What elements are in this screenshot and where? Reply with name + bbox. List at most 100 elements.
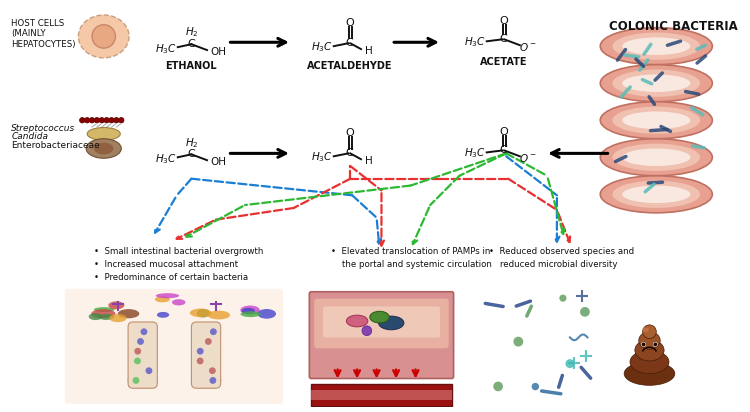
Text: ACETALDEHYDE: ACETALDEHYDE xyxy=(307,61,392,71)
Ellipse shape xyxy=(622,148,691,166)
Text: C: C xyxy=(346,38,353,48)
Ellipse shape xyxy=(639,332,660,349)
Ellipse shape xyxy=(79,15,129,58)
Ellipse shape xyxy=(98,314,115,320)
Ellipse shape xyxy=(600,176,712,213)
Ellipse shape xyxy=(622,37,691,55)
Text: C: C xyxy=(188,149,195,159)
Text: $H_3C$: $H_3C$ xyxy=(311,150,333,164)
Text: Candida: Candida xyxy=(11,132,48,141)
Circle shape xyxy=(210,328,217,335)
Text: $O^-$: $O^-$ xyxy=(519,152,536,164)
Circle shape xyxy=(118,117,124,123)
Circle shape xyxy=(560,295,566,302)
Circle shape xyxy=(114,117,119,123)
Text: •  Small intestinal bacterial overgrowth
•  Increased mucosal attachment
•  Pred: • Small intestinal bacterial overgrowth … xyxy=(94,247,263,282)
Circle shape xyxy=(89,117,94,123)
Text: H: H xyxy=(365,156,373,166)
Text: Streptococcus: Streptococcus xyxy=(11,124,76,133)
Text: ETHANOL: ETHANOL xyxy=(166,61,218,71)
Ellipse shape xyxy=(653,342,658,347)
Text: C: C xyxy=(500,145,507,155)
Ellipse shape xyxy=(240,306,260,315)
Ellipse shape xyxy=(641,342,646,347)
Text: $H_2$: $H_2$ xyxy=(184,136,198,150)
Ellipse shape xyxy=(346,315,368,327)
Ellipse shape xyxy=(242,308,255,314)
Ellipse shape xyxy=(207,311,230,319)
Ellipse shape xyxy=(622,185,691,203)
FancyBboxPatch shape xyxy=(128,322,158,388)
FancyBboxPatch shape xyxy=(311,384,452,406)
Ellipse shape xyxy=(87,128,120,140)
Ellipse shape xyxy=(622,75,691,92)
Circle shape xyxy=(140,328,147,335)
Text: COLONIC BACTERIA: COLONIC BACTERIA xyxy=(610,20,738,33)
Text: •  Reduced observed species and
    reduced microbial diversity: • Reduced observed species and reduced m… xyxy=(489,247,634,269)
Circle shape xyxy=(134,358,141,364)
Text: O: O xyxy=(499,16,508,26)
Ellipse shape xyxy=(379,316,404,330)
Ellipse shape xyxy=(86,139,122,158)
Circle shape xyxy=(513,337,523,346)
Text: $H_2$: $H_2$ xyxy=(184,26,198,40)
Circle shape xyxy=(209,367,216,374)
Text: $O^-$: $O^-$ xyxy=(519,41,536,53)
Circle shape xyxy=(566,359,574,368)
Ellipse shape xyxy=(156,293,179,298)
Circle shape xyxy=(653,342,657,346)
Text: H: H xyxy=(365,46,373,56)
Ellipse shape xyxy=(600,139,712,176)
Circle shape xyxy=(580,307,590,317)
Ellipse shape xyxy=(643,325,656,339)
Ellipse shape xyxy=(642,327,649,332)
Text: •  Elevated translocation of PAMPs in
    the portal and systemic circulation: • Elevated translocation of PAMPs in the… xyxy=(331,247,492,269)
FancyBboxPatch shape xyxy=(191,322,220,388)
Text: C: C xyxy=(500,34,507,44)
FancyBboxPatch shape xyxy=(323,307,440,337)
Circle shape xyxy=(109,117,114,123)
Ellipse shape xyxy=(155,296,170,302)
Circle shape xyxy=(362,326,372,336)
Ellipse shape xyxy=(613,33,701,60)
Text: $H_3C$: $H_3C$ xyxy=(464,35,486,49)
Ellipse shape xyxy=(196,309,210,317)
Text: O: O xyxy=(499,127,508,137)
Ellipse shape xyxy=(622,112,691,129)
Circle shape xyxy=(494,382,503,391)
Ellipse shape xyxy=(634,339,664,361)
Text: HOST CELLS
(MAINLY
HEPATOCYTES): HOST CELLS (MAINLY HEPATOCYTES) xyxy=(11,19,76,49)
FancyBboxPatch shape xyxy=(64,289,283,404)
FancyBboxPatch shape xyxy=(309,292,454,379)
Circle shape xyxy=(104,117,110,123)
Ellipse shape xyxy=(110,314,127,322)
Ellipse shape xyxy=(630,350,669,374)
Text: $H_3C$: $H_3C$ xyxy=(155,152,177,166)
Text: ACETATE: ACETATE xyxy=(479,57,527,67)
Ellipse shape xyxy=(94,307,115,312)
Circle shape xyxy=(642,342,646,346)
Text: OH: OH xyxy=(211,157,226,167)
FancyBboxPatch shape xyxy=(314,299,448,348)
Ellipse shape xyxy=(191,374,220,387)
Circle shape xyxy=(85,117,90,123)
Circle shape xyxy=(196,358,203,364)
Ellipse shape xyxy=(613,107,701,134)
Ellipse shape xyxy=(172,299,185,305)
Text: $H_3C$: $H_3C$ xyxy=(311,40,333,54)
Ellipse shape xyxy=(600,65,712,102)
Circle shape xyxy=(137,338,144,345)
Circle shape xyxy=(532,383,539,390)
Circle shape xyxy=(146,367,152,374)
Text: Enterobacteriaceae: Enterobacteriaceae xyxy=(11,141,100,150)
Circle shape xyxy=(80,117,85,123)
Ellipse shape xyxy=(613,70,701,97)
Text: OH: OH xyxy=(211,47,226,57)
Text: O: O xyxy=(345,128,354,138)
Ellipse shape xyxy=(118,309,140,318)
Ellipse shape xyxy=(108,301,124,309)
Ellipse shape xyxy=(370,311,389,323)
FancyBboxPatch shape xyxy=(311,390,452,400)
Ellipse shape xyxy=(600,28,712,65)
Text: $H_3C$: $H_3C$ xyxy=(464,147,486,160)
